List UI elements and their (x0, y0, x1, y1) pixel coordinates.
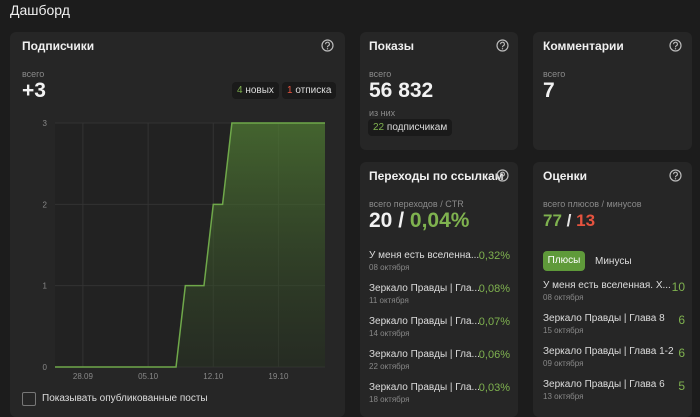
total-row: 20 / 0,04% (369, 209, 469, 233)
row-title: У меня есть вселенна... (369, 250, 480, 261)
help-icon[interactable] (496, 39, 509, 52)
subs-pill: 22 подписчикам (368, 119, 453, 136)
row-count: 5 (678, 379, 685, 393)
row-date: 22 октября (369, 362, 410, 371)
total-value: 56 832 (369, 79, 434, 102)
separator: / (566, 211, 572, 230)
row-date: 14 октября (369, 329, 410, 338)
card-title: Оценки (543, 169, 588, 183)
row-title: Зеркало Правды | Гла... (369, 349, 480, 360)
row-date: 15 октября (543, 326, 584, 335)
row-date: 09 октября (543, 359, 584, 368)
total-label: всего (543, 69, 566, 79)
row-title: Зеркало Правды | Гла... (369, 316, 480, 327)
row-ctr: 0,07% (478, 316, 510, 328)
row-title: Зеркало Правды | Глава 8 (543, 313, 665, 324)
subs-label: подписчикам (386, 122, 448, 133)
total-label: всего (22, 69, 45, 79)
page-title: Дашборд (10, 2, 70, 18)
row-ctr: 0,06% (478, 349, 510, 361)
total-value: 7 (543, 79, 555, 102)
row-date: 11 октября (369, 296, 409, 305)
new-count: 4 (237, 85, 243, 96)
impressions-card: Показы всего 56 832 из них 22 подписчика… (360, 32, 518, 150)
new-label: новых (245, 85, 274, 96)
help-icon[interactable] (496, 169, 509, 182)
unsub-pill: 1 отписка (282, 82, 337, 99)
row-date: 13 октября (543, 392, 584, 401)
row-title: Зеркало Правды | Глава 1-2 (543, 346, 674, 357)
row-ctr: 0,03% (478, 382, 510, 394)
plus-value: 77 (543, 211, 562, 230)
unsub-count: 1 (287, 85, 293, 96)
row-count: 10 (671, 280, 685, 294)
help-icon[interactable] (669, 39, 682, 52)
card-title: Подписчики (22, 39, 95, 53)
help-icon[interactable] (321, 39, 334, 52)
tab-plus[interactable]: Плюсы (543, 251, 585, 271)
row-count: 6 (678, 313, 685, 327)
card-title: Переходы по ссылкам (369, 169, 504, 183)
subscribers-card: Подписчики всего +3 4 новых 1 отписка По… (10, 32, 345, 417)
total-value: 20 (369, 209, 393, 232)
minus-value: 13 (576, 211, 596, 230)
row-count: 6 (678, 346, 685, 360)
card-title: Комментарии (543, 39, 624, 53)
row-date: 08 октября (369, 263, 410, 272)
separator: / (398, 209, 405, 232)
total-row: 77 / 13 (543, 211, 595, 231)
row-ctr: 0,32% (478, 250, 510, 262)
checkbox[interactable] (22, 392, 36, 406)
of-label: из них (369, 108, 396, 118)
help-icon[interactable] (669, 169, 682, 182)
ratings-card: Оценки всего плюсов / минусов 77 / 13 Пл… (533, 162, 692, 417)
unsub-label: отписка (295, 85, 332, 96)
row-title: Зеркало Правды | Гла... (369, 283, 480, 294)
total-label: всего плюсов / минусов (543, 199, 642, 209)
total-label: всего (369, 69, 392, 79)
new-pill: 4 новых (232, 82, 279, 99)
tab-minus[interactable]: Минусы (595, 256, 632, 267)
row-date: 08 октября (543, 293, 584, 302)
total-label: всего переходов / CTR (369, 199, 464, 209)
subs-count: 22 (373, 122, 385, 133)
clicks-card: Переходы по ссылкам всего переходов / CT… (360, 162, 518, 417)
total-value: +3 (22, 79, 46, 102)
row-title: Зеркало Правды | Гла... (369, 382, 480, 393)
row-title: У меня есть вселенная. Х... (543, 280, 671, 291)
card-title: Показы (369, 39, 414, 53)
comments-card: Комментарии всего 7 (533, 32, 692, 150)
row-title: Зеркало Правды | Глава 6 (543, 379, 665, 390)
ctr-value: 0,04% (409, 209, 470, 232)
row-ctr: 0,08% (478, 283, 510, 295)
row-date: 18 октября (369, 395, 410, 404)
checkbox-label[interactable]: Показывать опубликованные посты (42, 393, 208, 404)
